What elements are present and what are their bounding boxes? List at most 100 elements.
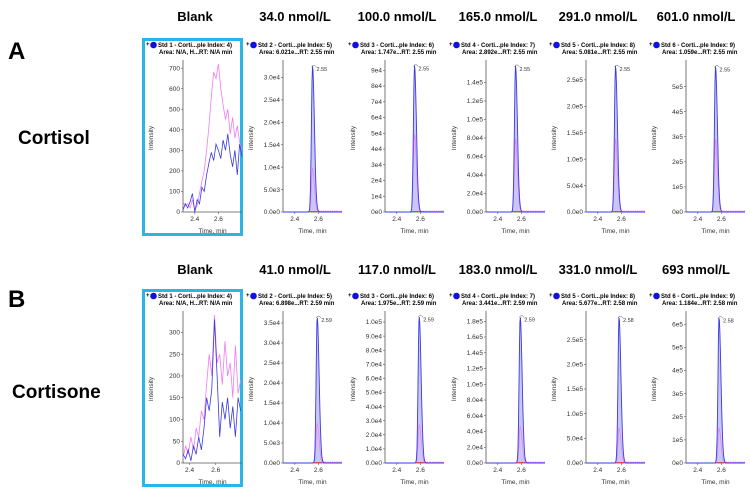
y-tick-label: 4e5 xyxy=(672,368,683,375)
y-tick-label: 5.0e4 xyxy=(567,183,584,190)
sample-title: Std 2 - Corti...ple Index: 5) xyxy=(258,43,332,49)
x-tick-label: 2.6 xyxy=(416,467,425,474)
y-axis-label: Intensity xyxy=(651,376,658,401)
y-tick-label: 1.0e4 xyxy=(264,164,281,171)
column-header: 117.0 nmol/L xyxy=(357,262,437,277)
x-axis-label: Time, min xyxy=(298,479,327,486)
y-tick-label: 3e5 xyxy=(672,391,683,398)
y-tick-label: 1.4e5 xyxy=(467,80,484,87)
x-tick-label: 2.6 xyxy=(314,467,323,474)
panel-letter-a: A xyxy=(8,38,26,65)
y-tick-label: 2.5e4 xyxy=(264,360,281,367)
sample-title: Std 1 - Corti...ple Index: 4) xyxy=(158,294,232,300)
expand-marker: + xyxy=(649,42,653,48)
x-tick-label: 2.4 xyxy=(593,467,602,474)
sample-title: Std 6 - Corti...ple Index: 9) xyxy=(661,294,735,300)
peak-apex-marker xyxy=(417,315,424,318)
y-tick-label: 2e5 xyxy=(672,414,683,421)
qualifier-trace xyxy=(384,423,445,464)
x-tick-label: 2.6 xyxy=(416,216,425,223)
retention-time-label: 2.59 xyxy=(321,318,332,324)
expand-marker: + xyxy=(146,42,150,48)
quantifier-trace xyxy=(283,66,342,213)
sample-dot-icon xyxy=(553,292,560,300)
sample-dot-icon xyxy=(250,41,257,49)
expand-marker: + xyxy=(348,293,352,299)
quantifier-trace xyxy=(686,317,745,464)
qualifier-trace xyxy=(182,63,243,211)
y-tick-label: 0.0e0 xyxy=(467,209,484,216)
x-tick-label: 2.4 xyxy=(190,216,199,223)
quantifier-trace xyxy=(486,65,545,213)
y-tick-label: 4.0e4 xyxy=(366,404,383,411)
x-tick-label: 2.4 xyxy=(185,467,194,474)
retention-time-label: 2.58 xyxy=(623,318,634,324)
retention-time-label: 2.55 xyxy=(419,67,430,73)
sample-dot-icon xyxy=(352,292,359,300)
sample-area-rt: Area: 6.898e...RT: 2.59 min xyxy=(259,301,335,307)
sample-title: Std 4 - Corti...ple Index: 7) xyxy=(461,43,535,49)
retention-time-label: 2.58 xyxy=(723,318,734,324)
x-tick-label: 2.6 xyxy=(717,216,726,223)
y-tick-label: 7.0e4 xyxy=(366,362,383,369)
y-tick-label: 1.5e4 xyxy=(264,142,281,149)
y-tick-label: 1.2e5 xyxy=(467,366,484,373)
y-tick-label: 1e5 xyxy=(672,184,683,191)
expand-marker: + xyxy=(348,42,352,48)
sample-title: Std 3 - Corti...ple Index: 6) xyxy=(360,294,434,300)
y-axis-label: Intensity xyxy=(451,125,458,150)
qualifier-trace xyxy=(485,425,546,464)
y-tick-label: 1.0e5 xyxy=(567,411,584,418)
column-header: 693 nmol/L xyxy=(662,262,730,277)
y-tick-label: 2.5e5 xyxy=(567,337,584,344)
column-header: 34.0 nmol/L xyxy=(259,9,331,24)
x-tick-label: 2.4 xyxy=(593,216,602,223)
y-tick-label: 100 xyxy=(169,417,180,424)
y-tick-label: 9.0e4 xyxy=(366,333,383,340)
y-tick-label: 6.0e4 xyxy=(467,413,484,420)
chromatogram-panel: + Std 2 - Corti...ple Index: 5)Area: 6.89… xyxy=(246,292,343,486)
y-tick-label: 3.0e4 xyxy=(264,340,281,347)
y-tick-label: 150 xyxy=(169,395,180,402)
sample-area-rt: Area: 1.747e...RT: 2.55 min xyxy=(361,50,437,56)
sample-title: Std 1 - Corti...ple Index: 4) xyxy=(158,43,232,49)
y-tick-label: 0.0e0 xyxy=(366,460,383,467)
y-tick-label: 0.0e0 xyxy=(567,460,584,467)
y-tick-label: 6.0e4 xyxy=(366,376,383,383)
quantifier-trace xyxy=(486,317,545,464)
analyte-label-cortisol: Cortisol xyxy=(18,128,90,149)
retention-time-label: 2.59 xyxy=(524,318,535,324)
y-axis-label: Intensity xyxy=(551,125,558,150)
y-tick-label: 0e0 xyxy=(672,460,683,467)
x-tick-label: 2.4 xyxy=(392,216,401,223)
y-tick-label: 200 xyxy=(169,168,180,175)
sample-area-rt: Area: 1.975e...RT: 2.59 min xyxy=(361,301,437,307)
y-tick-label: 0.0e0 xyxy=(467,460,484,467)
y-axis-label: Intensity xyxy=(248,376,255,401)
peak-apex-marker xyxy=(413,64,419,67)
sample-title: Std 3 - Corti...ple Index: 6) xyxy=(360,43,434,49)
y-tick-label: 8e4 xyxy=(371,83,382,90)
x-tick-label: 2.4 xyxy=(493,467,502,474)
y-tick-label: 1e5 xyxy=(672,437,683,444)
chromatogram-panel: + Std 4 - Corti...ple Index: 7)Area: 3.44… xyxy=(449,292,546,486)
y-tick-label: 8.0e4 xyxy=(467,397,484,404)
expand-marker: + xyxy=(246,293,250,299)
peak-apex-marker xyxy=(514,64,520,68)
sample-dot-icon xyxy=(653,41,660,49)
y-tick-label: 6.0e4 xyxy=(467,154,484,161)
column-header: 165.0 nmol/L xyxy=(458,9,538,24)
y-tick-label: 4.0e4 xyxy=(467,172,484,179)
x-axis-label: Time, min xyxy=(400,479,429,486)
y-tick-label: 5e5 xyxy=(672,84,683,91)
qualifier-trace xyxy=(182,314,242,459)
x-axis-label: Time, min xyxy=(501,479,530,486)
y-tick-label: 300 xyxy=(169,330,180,337)
x-tick-label: 2.6 xyxy=(214,216,223,223)
qualifier-trace xyxy=(282,422,343,464)
blank-highlight-frame-cortisol xyxy=(142,38,243,236)
sample-area-rt: Area: 1.184e...RT: 2.58 min xyxy=(662,301,738,307)
x-tick-label: 2.6 xyxy=(617,216,626,223)
chromatogram-panel: + Std 3 - Corti...ple Index: 6)Area: 1.74… xyxy=(348,41,445,235)
x-tick-label: 2.4 xyxy=(693,216,702,223)
